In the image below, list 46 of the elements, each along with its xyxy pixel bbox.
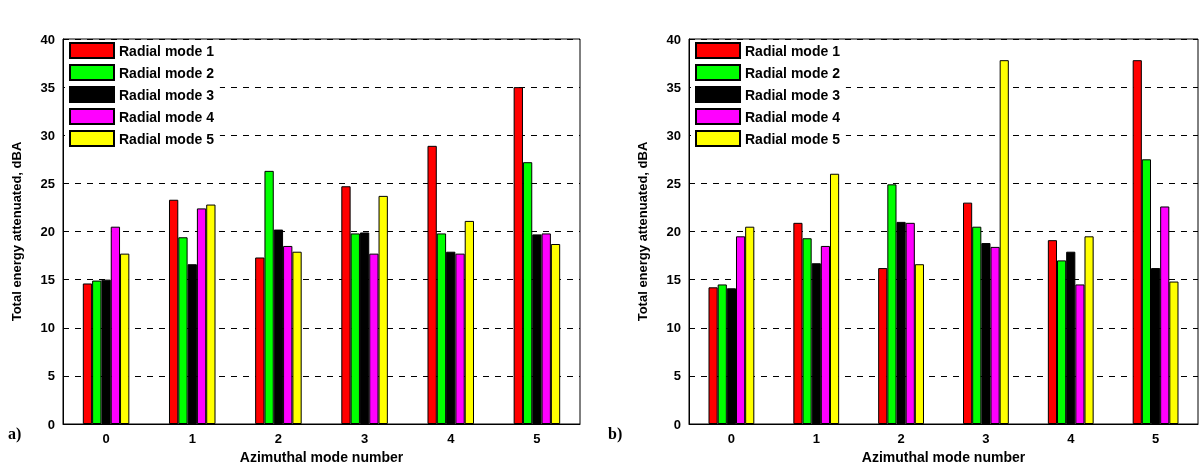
y-tick-label: 10 (666, 320, 681, 336)
legend-label: Radial mode 4 (745, 108, 841, 125)
x-axis-title: Azimuthal mode number (239, 449, 404, 465)
x-tick-label: 0 (102, 431, 110, 446)
y-tick-label: 5 (673, 368, 681, 384)
x-tick-label: 2 (897, 431, 905, 446)
y-tick-label: 5 (47, 368, 55, 384)
x-tick-label: 1 (188, 431, 196, 446)
legend-label: Radial mode 2 (119, 64, 215, 81)
x-tick-label: 4 (1067, 431, 1076, 446)
y-tick-label: 20 (666, 224, 681, 239)
text: a) (8, 424, 22, 443)
legend-label: Radial mode 1 (745, 42, 841, 59)
y-axis-title: Total energy attenuated, dBA (635, 141, 650, 322)
y-tick-label: 40 (40, 31, 55, 47)
x-tick-label: 4 (447, 431, 456, 446)
y-tick-label: 25 (666, 175, 681, 191)
x-tick-label: 5 (1151, 431, 1160, 446)
y-tick-label: 15 (666, 272, 681, 288)
y-tick-label: 20 (40, 224, 55, 239)
y-tick-label: 0 (673, 416, 681, 432)
x-tick-label: 2 (274, 431, 283, 446)
y-tick-label: 35 (40, 79, 55, 95)
legend-label: Radial mode 3 (745, 86, 841, 103)
x-tick-label: 5 (533, 431, 541, 446)
legend-label: Radial mode 3 (119, 86, 215, 103)
y-tick-label: 15 (40, 272, 55, 288)
x-axis-title: Azimuthal mode number (861, 449, 1026, 465)
legend-label: Radial mode 2 (745, 64, 841, 81)
text: b) (608, 424, 623, 443)
legend-label: Radial mode 5 (119, 130, 215, 147)
x-tick-label: 3 (982, 431, 990, 446)
y-axis-title: Total energy attenuated, dBA (9, 141, 24, 322)
y-tick-label: 30 (666, 127, 681, 143)
x-tick-label: 0 (727, 431, 736, 446)
y-tick-label: 40 (666, 31, 681, 47)
y-tick-label: 35 (666, 79, 681, 95)
x-tick-label: 1 (812, 431, 820, 446)
legend-label: Radial mode 5 (745, 130, 841, 147)
y-tick-label: 25 (40, 175, 55, 191)
y-tick-label: 0 (47, 416, 55, 432)
legend-label: Radial mode 4 (119, 108, 215, 125)
legend-label: Radial mode 1 (119, 42, 215, 59)
x-tick-label: 3 (360, 431, 369, 446)
y-tick-label: 30 (40, 127, 55, 143)
y-tick-label: 10 (40, 320, 55, 336)
